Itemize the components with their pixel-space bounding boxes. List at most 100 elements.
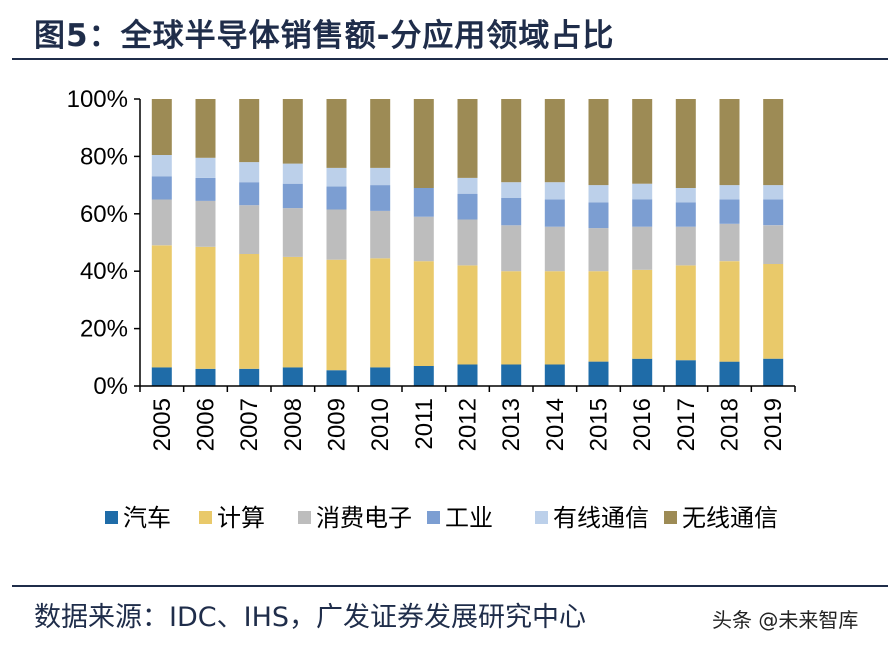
bar-segment-2009-1 (326, 259, 347, 371)
bar-segment-2008-3 (282, 183, 303, 209)
bar-segment-2014-1 (544, 271, 565, 365)
legend-label: 计算 (217, 504, 265, 532)
bar-segment-2017-0 (675, 360, 696, 386)
x-tick-label: 2014 (542, 398, 569, 451)
legend-swatch (664, 511, 677, 524)
bar-segment-2018-3 (719, 199, 740, 224)
bar-segment-2011-1 (413, 261, 434, 366)
footer-divider (12, 585, 888, 587)
bar-segment-2012-2 (457, 219, 478, 266)
legend-swatch (535, 511, 548, 524)
x-tick-label: 2009 (324, 398, 351, 451)
x-tick-label: 2016 (629, 398, 656, 451)
y-tick-label: 40% (80, 258, 128, 285)
bar-segment-2007-2 (239, 205, 260, 254)
watermark: 头条 @未来智库 (712, 608, 859, 632)
bar-segment-2019-5 (763, 99, 784, 186)
bar-segment-2006-4 (195, 157, 216, 178)
bar-segment-2015-2 (588, 228, 609, 272)
bar-segment-2009-2 (326, 209, 347, 260)
bar-segment-2011-5 (413, 99, 434, 188)
bar-segment-2007-3 (239, 182, 260, 206)
y-tick-label: 20% (80, 316, 128, 343)
bar-segment-2006-5 (195, 99, 216, 158)
bar-segment-2010-2 (370, 210, 391, 259)
bar-segment-2012-4 (457, 177, 478, 194)
bar-segment-2013-5 (501, 99, 522, 183)
bar-segment-2015-0 (588, 361, 609, 386)
bar-segment-2014-3 (544, 199, 565, 227)
bar-segment-2017-1 (675, 265, 696, 361)
bar-segment-2006-2 (195, 200, 216, 247)
bar-segment-2019-3 (763, 199, 784, 226)
bar-segment-2006-3 (195, 177, 216, 201)
bar-segment-2008-1 (282, 256, 303, 368)
bar-segment-2007-0 (239, 368, 260, 386)
bar-segment-2005-0 (151, 367, 172, 386)
stacked-bar-chart: 0%20%40%60%80%100% 2005 2006 2007 2008 2009 2… (67, 86, 796, 532)
bar-segment-2008-0 (282, 367, 303, 386)
bar-segment-2011-0 (413, 365, 434, 386)
bar-segment-2017-4 (675, 188, 696, 203)
bar-segment-2005-1 (151, 245, 172, 368)
bar-segment-2019-4 (763, 185, 784, 200)
bar-segment-2011-3 (413, 188, 434, 217)
bar-segment-2010-0 (370, 367, 391, 386)
bar-segment-2012-1 (457, 265, 478, 365)
bar-segment-2008-4 (282, 163, 303, 184)
bar-segment-2012-0 (457, 364, 478, 386)
bar-segment-2017-5 (675, 99, 696, 188)
bar-segment-2011-2 (413, 216, 434, 262)
bar-segment-2007-5 (239, 99, 260, 163)
bar-segment-2007-1 (239, 254, 260, 369)
bar-segment-2010-5 (370, 99, 391, 168)
bar-segment-2013-4 (501, 182, 522, 198)
x-tick-label: 2005 (149, 398, 176, 451)
bar-segment-2018-5 (719, 99, 740, 186)
bar-segment-2006-1 (195, 246, 216, 369)
bar-segment-2015-1 (588, 271, 609, 362)
y-tick-label: 100% (67, 86, 128, 113)
bar-segment-2016-1 (632, 269, 653, 359)
bar-segment-2005-2 (151, 199, 172, 246)
y-tick-label: 60% (80, 201, 128, 228)
bar-segment-2018-2 (719, 223, 740, 262)
bar-segment-2010-1 (370, 258, 391, 368)
bar-segment-2018-1 (719, 261, 740, 362)
bar-segment-2012-3 (457, 193, 478, 220)
bar-segment-2013-2 (501, 225, 522, 272)
x-tick-label: 2006 (193, 398, 220, 451)
bar-segment-2015-5 (588, 99, 609, 186)
plot-area (151, 99, 784, 386)
bar-segment-2008-2 (282, 208, 303, 257)
legend-swatch (199, 511, 212, 524)
bar-segment-2005-5 (151, 99, 172, 155)
legend-label: 汽车 (123, 504, 171, 532)
bar-segment-2017-3 (675, 202, 696, 227)
legend-swatch (105, 511, 118, 524)
bar-segment-2014-4 (544, 182, 565, 200)
bar-segment-2010-3 (370, 185, 391, 211)
bar-segment-2009-5 (326, 99, 347, 168)
bar-segment-2014-5 (544, 99, 565, 183)
bar-segment-2009-4 (326, 167, 347, 187)
source-note: 数据来源：IDC、IHS，广发证券发展研究中心 (34, 602, 587, 633)
legend-swatch (427, 511, 440, 524)
bar-segment-2016-4 (632, 183, 653, 200)
bar-segment-2010-4 (370, 167, 391, 186)
y-tick-label: 0% (93, 373, 128, 400)
bar-segment-2017-2 (675, 226, 696, 266)
bar-segment-2019-1 (763, 264, 784, 359)
bar-segment-2009-0 (326, 370, 347, 386)
legend-label: 无线通信 (682, 504, 778, 532)
x-tick-label: 2008 (280, 398, 307, 451)
legend-label: 消费电子 (316, 504, 412, 532)
x-axis: 2005 2006 2007 2008 2009 2010 2011 2012 2013 2014… (139, 385, 796, 451)
bar-segment-2005-3 (151, 176, 172, 200)
bar-segment-2018-4 (719, 185, 740, 200)
bar-segment-2013-0 (501, 364, 522, 386)
bar-segment-2015-3 (588, 202, 609, 229)
bar-segment-2016-5 (632, 99, 653, 184)
x-tick-label: 2017 (673, 398, 700, 451)
bar-segment-2006-0 (195, 368, 216, 386)
